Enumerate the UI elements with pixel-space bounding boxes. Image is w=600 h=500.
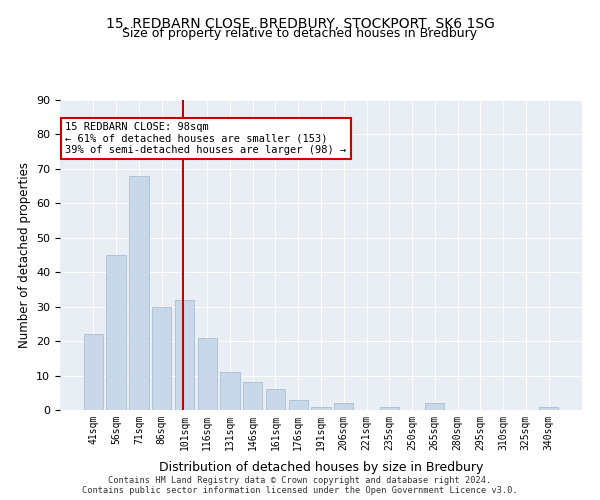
X-axis label: Distribution of detached houses by size in Bredbury: Distribution of detached houses by size …	[159, 461, 483, 474]
Bar	[243, 382, 262, 410]
Bar	[106, 255, 126, 410]
Text: Size of property relative to detached houses in Bredbury: Size of property relative to detached ho…	[122, 28, 478, 40]
Bar	[425, 403, 445, 410]
Bar	[84, 334, 103, 410]
Bar	[380, 406, 399, 410]
Bar	[539, 406, 558, 410]
Text: 15 REDBARN CLOSE: 98sqm
← 61% of detached houses are smaller (153)
39% of semi-d: 15 REDBARN CLOSE: 98sqm ← 61% of detache…	[65, 122, 346, 155]
Bar	[129, 176, 149, 410]
Y-axis label: Number of detached properties: Number of detached properties	[17, 162, 31, 348]
Bar	[334, 403, 353, 410]
Text: 15, REDBARN CLOSE, BREDBURY, STOCKPORT, SK6 1SG: 15, REDBARN CLOSE, BREDBURY, STOCKPORT, …	[106, 18, 494, 32]
Text: Contains HM Land Registry data © Crown copyright and database right 2024.
Contai: Contains HM Land Registry data © Crown c…	[82, 476, 518, 495]
Bar	[220, 372, 239, 410]
Bar	[311, 406, 331, 410]
Bar	[197, 338, 217, 410]
Bar	[175, 300, 194, 410]
Bar	[266, 390, 285, 410]
Bar	[152, 306, 172, 410]
Bar	[289, 400, 308, 410]
